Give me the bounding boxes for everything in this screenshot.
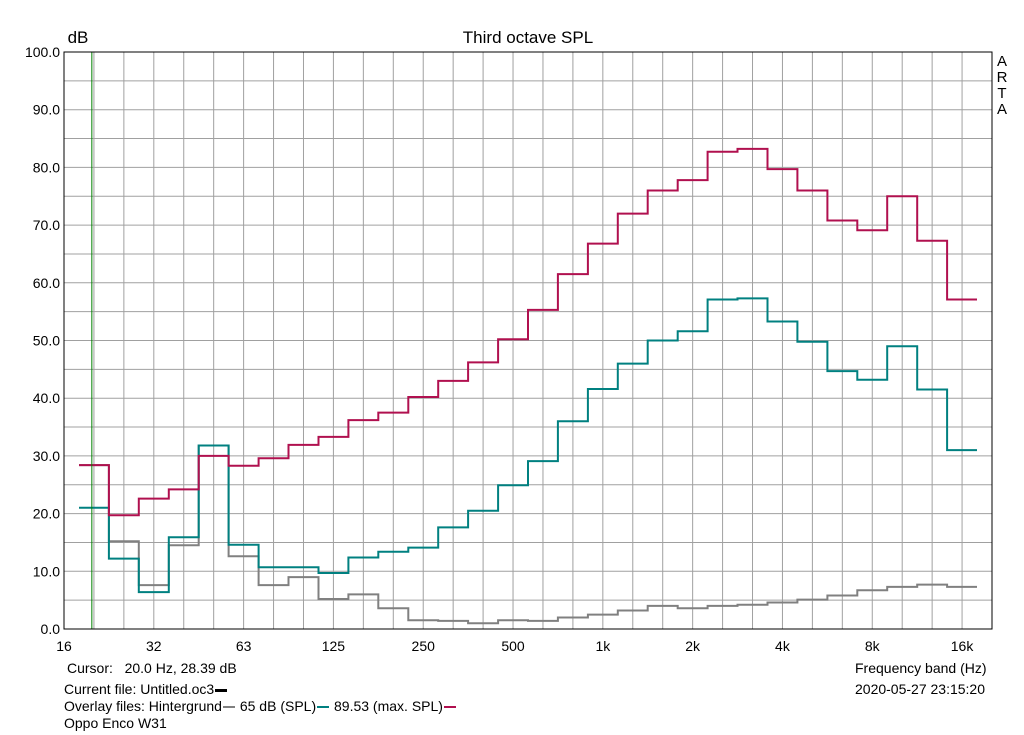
x-tick-label: 125 <box>322 638 346 654</box>
y-tick-label: 40.0 <box>33 390 60 406</box>
watermark-letter: A <box>997 53 1007 70</box>
overlay-files-label: Overlay files: Hintergrund <box>64 698 222 714</box>
x-tick-labels: 16 32 63 125 250 500 1k 2k 4k 8k 16k <box>56 638 974 654</box>
y-tick-label: 80.0 <box>33 159 60 175</box>
y-tick-label: 20.0 <box>33 506 60 522</box>
y-axis-unit: dB <box>68 28 89 47</box>
device-name: Oppo Enco W31 <box>64 715 167 731</box>
cursor-value: 20.0 Hz, 28.39 dB <box>124 660 237 676</box>
current-file: Current file: Untitled.oc3 <box>64 681 228 698</box>
watermark-letter: R <box>997 69 1008 86</box>
x-tick-label: 2k <box>685 638 701 654</box>
frequency-band-caption: Frequency band (Hz) <box>855 660 987 676</box>
overlay-65db-label: 65 dB (SPL) <box>239 698 317 714</box>
y-tick-label: 30.0 <box>33 448 60 464</box>
y-tick-label: 100.0 <box>25 44 60 60</box>
y-tick-label: 90.0 <box>33 102 60 118</box>
x-tick-label: 1k <box>595 638 611 654</box>
x-tick-label: 63 <box>236 638 252 654</box>
overlay-swatch-max-spl <box>443 706 456 709</box>
cursor-readout: Cursor: 20.0 Hz, 28.39 dB <box>67 660 237 677</box>
overlay-swatch-65db <box>317 706 330 709</box>
plot-frame <box>63 51 993 630</box>
y-tick-labels: 0.0 10.0 20.0 30.0 40.0 50.0 60.0 70.0 80.0 90.0 1… <box>25 44 60 637</box>
y-tick-label: 50.0 <box>33 333 60 349</box>
cursor-label: Cursor: <box>67 660 113 676</box>
overlay-swatch-hintergrund <box>222 706 235 709</box>
overlay-max-spl-label: 89.53 (max. SPL) <box>334 698 443 714</box>
x-tick-label: 16k <box>951 638 975 654</box>
series-65-db-spl <box>79 297 977 594</box>
y-tick-label: 10.0 <box>33 563 60 579</box>
chart-title: Third octave SPL <box>463 28 593 47</box>
x-tick-label: 8k <box>865 638 881 654</box>
y-tick-label: 0.0 <box>41 621 61 637</box>
x-tick-label: 4k <box>775 638 791 654</box>
spl-chart: 0.0 10.0 20.0 30.0 40.0 50.0 60.0 70.0 80.0 90.0 1… <box>25 28 1008 654</box>
y-tick-label: 70.0 <box>33 217 60 233</box>
chart-series <box>79 147 977 625</box>
chart-grid <box>64 52 992 629</box>
watermark-letter: T <box>997 85 1006 102</box>
timestamp: 2020-05-27 23:15:20 <box>855 681 985 697</box>
overlay-files: Overlay files: Hintergrund 65 dB (SPL) 8… <box>64 698 457 715</box>
x-tick-label: 500 <box>501 638 525 654</box>
y-tick-label: 60.0 <box>33 275 60 291</box>
current-file-label: Current file: Untitled.oc3 <box>64 681 215 697</box>
x-tick-label: 32 <box>146 638 162 654</box>
current-file-swatch <box>215 688 228 692</box>
watermark-letter: A <box>997 101 1007 118</box>
x-tick-label: 250 <box>412 638 436 654</box>
x-tick-label: 16 <box>56 638 72 654</box>
series-89-53-max-spl <box>79 147 977 517</box>
